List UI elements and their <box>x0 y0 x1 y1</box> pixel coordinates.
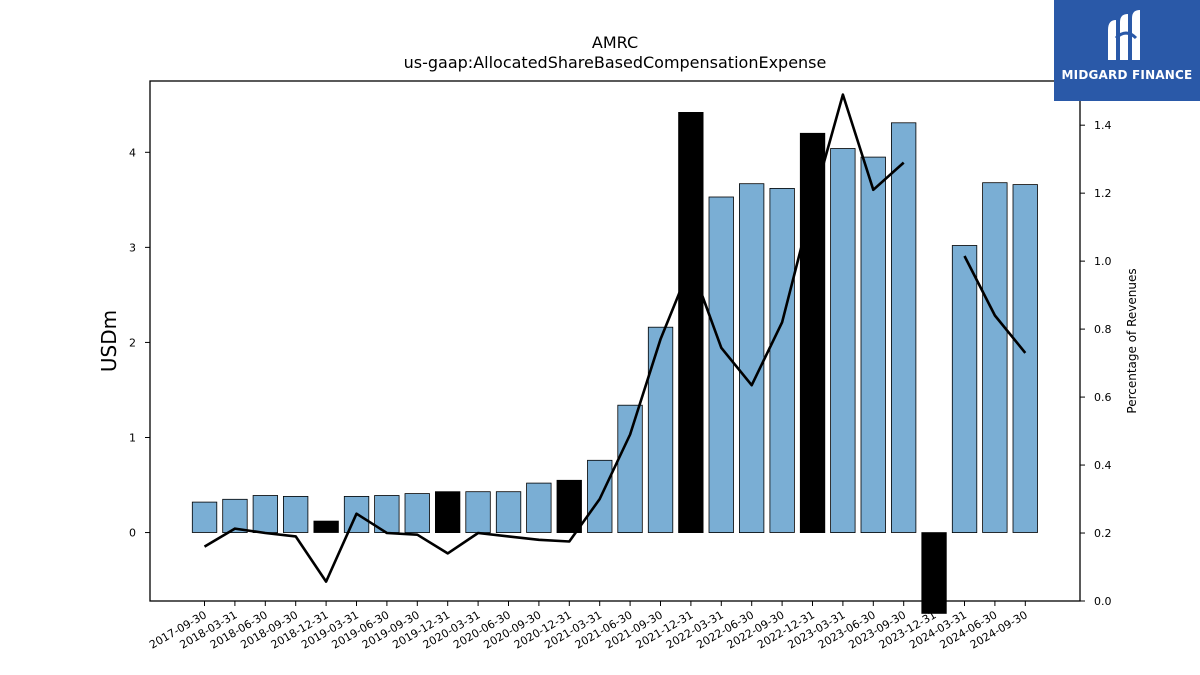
bar-2020-03-31 <box>465 491 491 534</box>
bar-2021-09-30 <box>647 326 674 533</box>
x-axis: 2017-09-302018-03-312018-06-302018-09-30… <box>147 601 1030 652</box>
y-tick-label: 2 <box>129 336 136 349</box>
y2-tick-label: 1.4 <box>1094 119 1112 132</box>
bar-2021-06-30 <box>617 404 643 534</box>
bar-2023-06-30 <box>860 156 886 534</box>
y2-axis-label: Percentage of Revenues <box>1125 268 1139 413</box>
bar-2017-09-30 <box>191 501 218 533</box>
y-tick-label: 1 <box>129 431 136 444</box>
y2-tick-label: 1.0 <box>1094 255 1112 268</box>
y-axis: 0 1 2 3 4 <box>129 146 150 540</box>
y-axis-label: USDm <box>97 310 121 372</box>
bar-2018-03-31 <box>222 498 248 533</box>
y-tick-label: 3 <box>129 241 136 254</box>
y2-axis: 0.0 0.2 0.4 0.6 0.8 1.0 1.2 1.4 <box>1080 119 1112 608</box>
bar-2024-06-30 <box>982 182 1008 533</box>
bar-2023-12-31 <box>921 532 947 614</box>
revenue-pct-line-segment-1 <box>963 255 1027 354</box>
chart-subtitle: us-gaap:AllocatedShareBasedCompensationE… <box>404 53 827 72</box>
bar-2022-09-30 <box>769 187 795 533</box>
bar-2019-09-30 <box>404 493 430 534</box>
bar-2024-03-31 <box>951 245 978 534</box>
y2-tick-label: 0.4 <box>1094 459 1112 472</box>
chart-title: AMRC <box>592 33 638 52</box>
bar-2020-09-30 <box>526 482 552 533</box>
brand-badge: MIDGARD FINANCE <box>1054 0 1200 101</box>
y2-tick-label: 0.0 <box>1094 595 1112 608</box>
y2-tick-label: 0.2 <box>1094 527 1112 540</box>
bar-2020-12-31 <box>556 479 582 533</box>
bar-2018-06-30 <box>252 495 279 533</box>
bar-2022-03-31 <box>708 196 734 534</box>
bar-2020-06-30 <box>495 491 522 534</box>
bar-2021-12-31 <box>678 112 704 534</box>
bars-layer <box>191 112 1038 614</box>
midgard-logo-icon <box>1108 10 1140 60</box>
y-tick-label: 4 <box>129 146 136 159</box>
y2-tick-label: 0.8 <box>1094 323 1112 336</box>
revenue-pct-line-segment-0 <box>203 93 905 583</box>
bar-2018-12-31 <box>313 520 339 533</box>
bar-2022-12-31 <box>799 132 826 533</box>
y2-tick-label: 1.2 <box>1094 187 1112 200</box>
y-tick-label: 0 <box>129 527 136 540</box>
bar-2022-06-30 <box>739 183 765 533</box>
bar-2023-09-30 <box>891 122 917 533</box>
line-layer <box>203 93 1027 583</box>
y2-tick-label: 0.6 <box>1094 391 1112 404</box>
bar-2019-12-31 <box>434 491 461 534</box>
plot-frame <box>149 80 1081 602</box>
brand-name: MIDGARD FINANCE <box>1061 68 1193 82</box>
bar-2018-09-30 <box>282 495 309 533</box>
bar-2024-09-30 <box>1012 184 1038 533</box>
bar-2023-03-31 <box>830 148 856 534</box>
